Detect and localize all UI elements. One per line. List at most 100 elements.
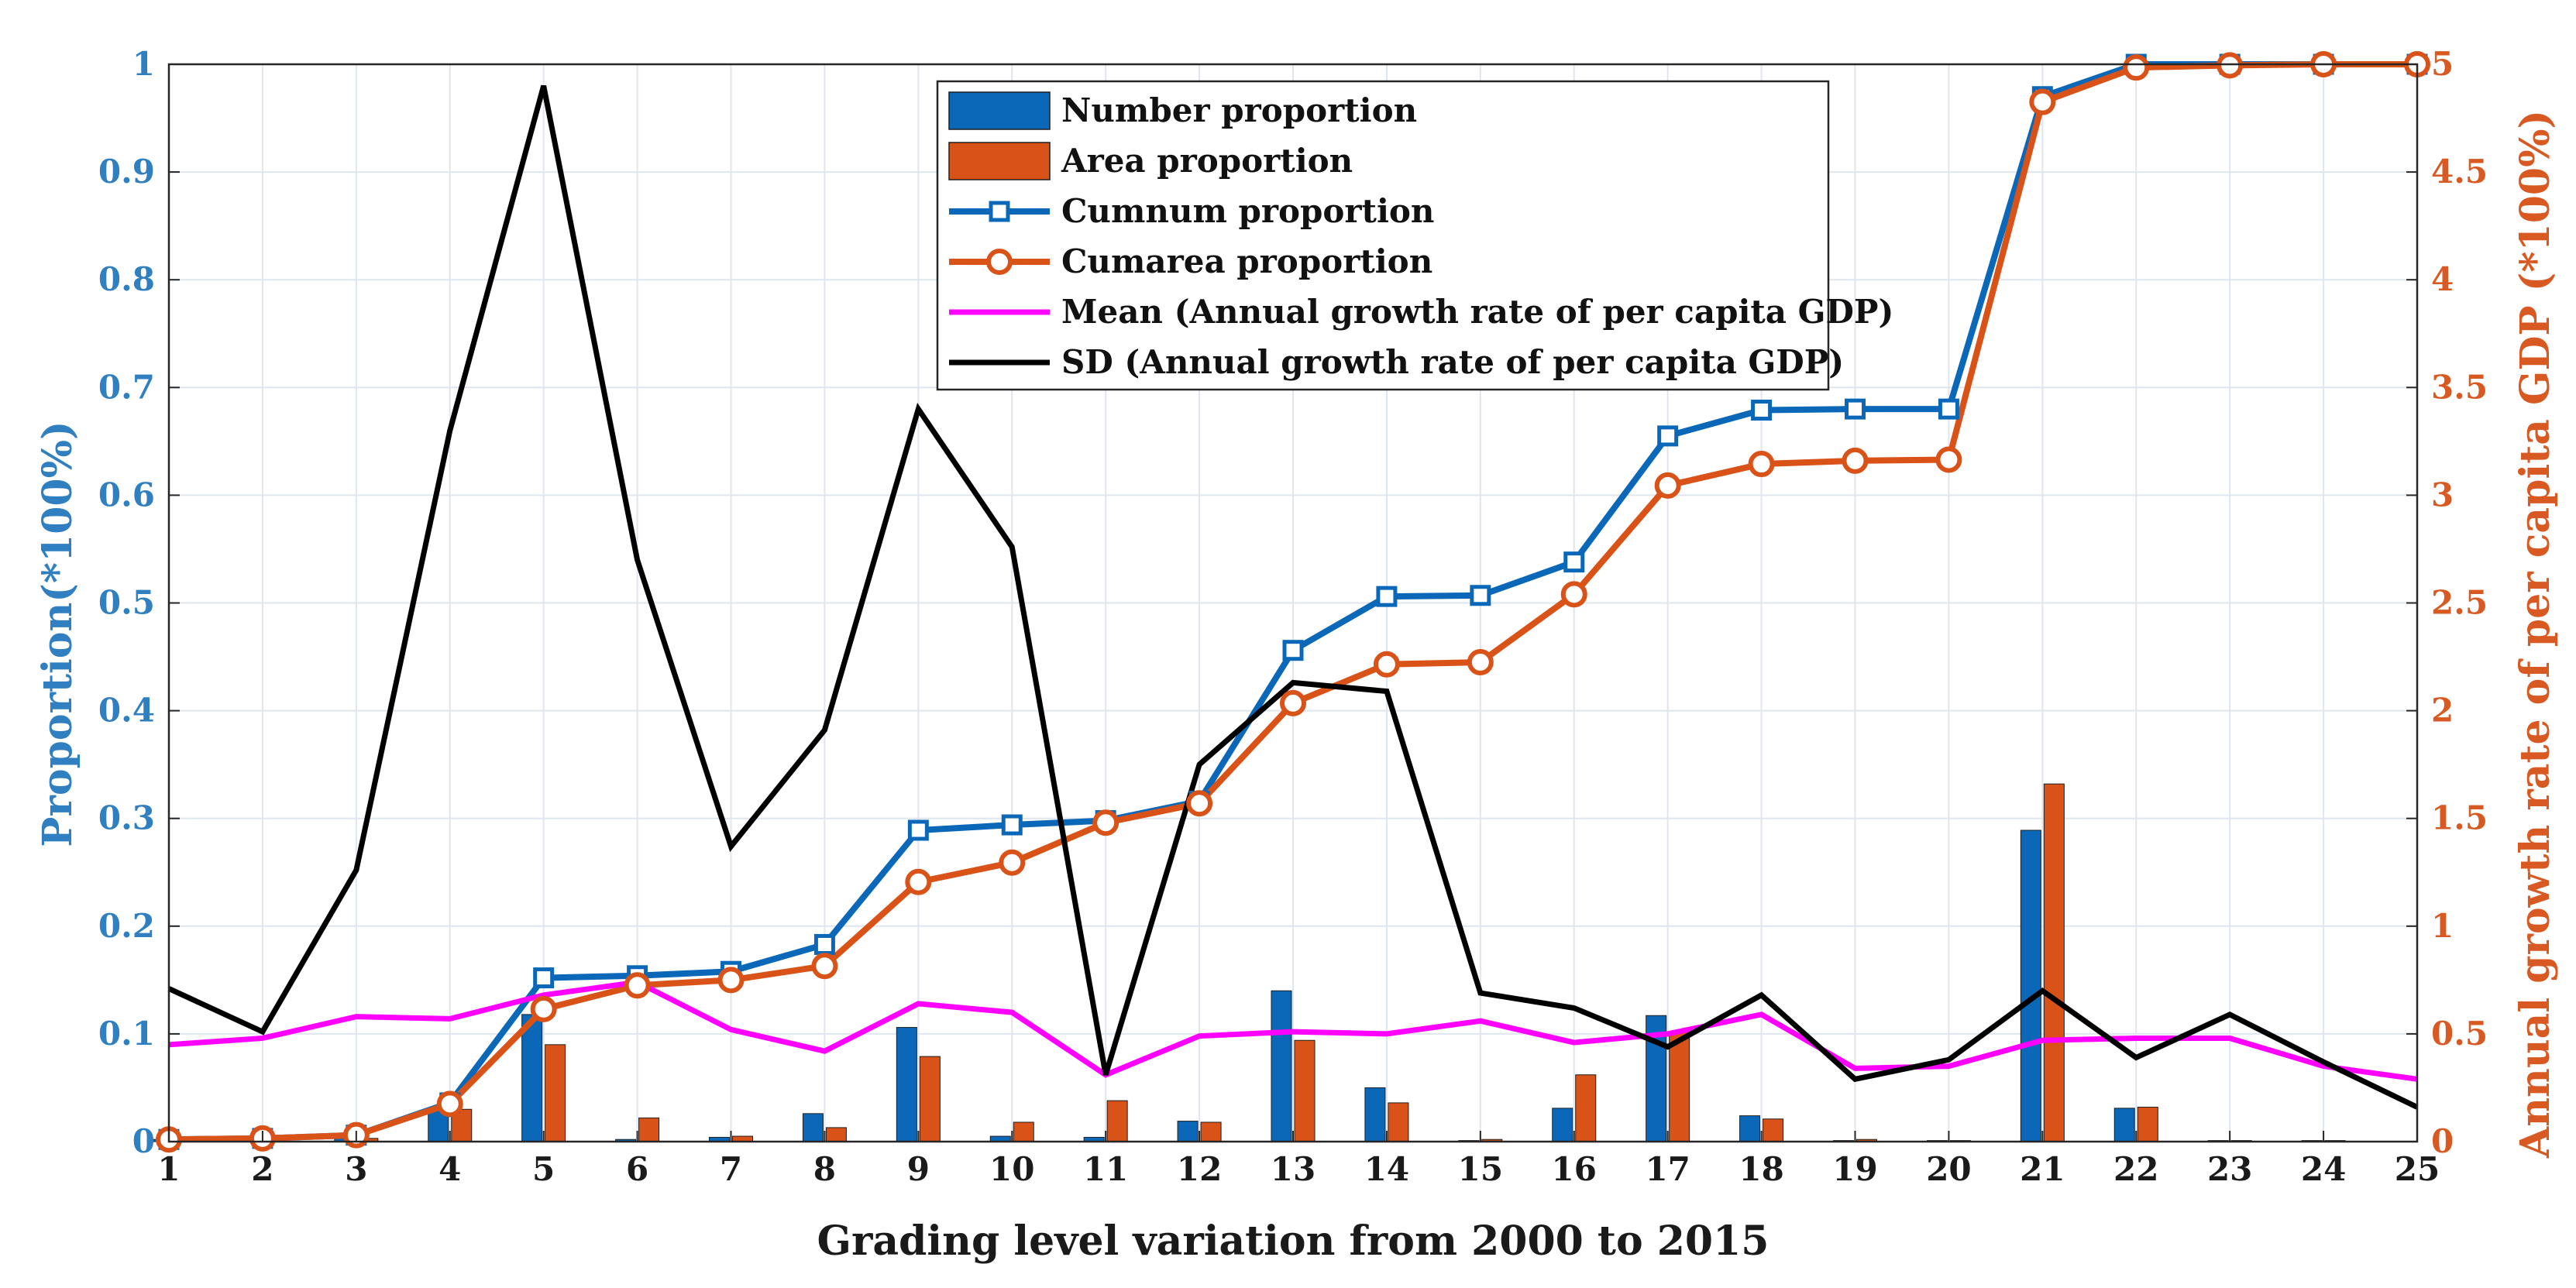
y-right-tick-label: 0.5 [2431, 1015, 2488, 1053]
marker-cumarea-proportion [2217, 52, 2244, 79]
legend-label-cumnum-proportion: Cumnum proportion [1061, 192, 1434, 230]
y-right-tick-label: 1 [2431, 907, 2454, 945]
bar-number-proportion [1552, 1108, 1573, 1142]
x-tick-label: 24 [2301, 1150, 2346, 1188]
bar-number-proportion [1177, 1121, 1199, 1142]
x-tick-label: 9 [907, 1150, 930, 1188]
x-tick-label: 21 [2020, 1150, 2065, 1188]
marker-cumarea-proportion [1842, 447, 1869, 474]
x-tick-label: 20 [1926, 1150, 1971, 1188]
marker-cumarea-proportion [1467, 649, 1494, 676]
series-markers [156, 51, 2430, 1153]
legend-label-cumarea-proportion: Cumarea proportion [1061, 242, 1432, 280]
y-right-tick-label: 3.5 [2431, 368, 2488, 406]
marker-cumnum-proportion [533, 967, 555, 989]
bar-number-proportion [1364, 1087, 1386, 1142]
marker-cumnum-proportion [1751, 400, 1773, 421]
x-tick-label: 17 [1645, 1150, 1690, 1188]
y-axis-left-label: Proportion(*100%) [34, 421, 81, 847]
legend-swatch-number-proportion [948, 91, 1051, 130]
legend-swatch-area-proportion [948, 142, 1051, 180]
legend-label-mean: Mean (Annual growth rate of per capita G… [1061, 293, 1893, 331]
marker-cumnum-proportion [813, 933, 835, 955]
marker-cumnum-proportion [1938, 398, 1959, 420]
y-left-tick-label: 0.4 [98, 692, 155, 730]
marker-cumarea-proportion [999, 849, 1026, 876]
x-tick-label: 22 [2113, 1150, 2158, 1188]
bar-number-proportion [2113, 1108, 2135, 1142]
bar-area-proportion [2137, 1106, 2158, 1142]
bar-number-proportion [1271, 990, 1292, 1142]
marker-cumarea-proportion [2123, 54, 2150, 81]
marker-cumnum-proportion [1470, 585, 1491, 606]
x-tick-label: 12 [1177, 1150, 1222, 1188]
marker-cumnum-proportion [1376, 586, 1398, 607]
x-tick-label: 5 [532, 1150, 555, 1188]
x-tick-label: 4 [439, 1150, 461, 1188]
marker-cumarea-proportion [811, 953, 838, 980]
x-tick-label: 18 [1739, 1150, 1783, 1188]
bar-area-proportion [1200, 1121, 1222, 1142]
bar-area-proportion [545, 1044, 566, 1142]
legend-label-area-proportion: Area proportion [1061, 142, 1353, 180]
y-right-tick-label: 0 [2431, 1122, 2454, 1160]
marker-cumnum-proportion [1657, 425, 1679, 447]
legend-marker-cumnum-proportion [989, 201, 1010, 222]
y-right-tick-label: 2 [2431, 692, 2454, 730]
legend-label-sd: SD (Annual growth rate of per capita GDP… [1061, 343, 1844, 381]
x-tick-label: 13 [1271, 1150, 1316, 1188]
marker-cumarea-proportion [1560, 581, 1587, 608]
x-tick-label: 2 [251, 1150, 273, 1188]
marker-cumnum-proportion [1001, 814, 1023, 836]
y-right-tick-label: 4 [2431, 260, 2454, 298]
x-tick-label: 11 [1083, 1150, 1128, 1188]
marker-cumarea-proportion [1092, 809, 1119, 836]
x-tick-label: 6 [626, 1150, 648, 1188]
x-tick-label: 23 [2207, 1150, 2252, 1188]
marker-cumarea-proportion [1373, 651, 1400, 678]
bar-area-proportion [1763, 1118, 1784, 1142]
x-tick-label: 15 [1458, 1150, 1503, 1188]
bar-area-proportion [1575, 1074, 1597, 1142]
y-left-tick-label: 0 [132, 1122, 155, 1160]
line-sd [167, 84, 2419, 1110]
bar-area-proportion [825, 1127, 847, 1142]
marker-cumarea-proportion [1654, 472, 1681, 499]
legend-label-number-proportion: Number proportion [1061, 91, 1417, 129]
x-tick-label: 16 [1552, 1150, 1597, 1188]
marker-cumarea-proportion [717, 967, 745, 994]
marker-cumnum-proportion [1845, 398, 1866, 420]
bar-area-proportion [919, 1056, 941, 1142]
y-left-tick-label: 0.6 [98, 476, 155, 513]
y-left-tick-label: 0.1 [98, 1015, 155, 1053]
bar-number-proportion [1739, 1115, 1761, 1142]
marker-cumarea-proportion [1935, 446, 1962, 473]
bar-area-proportion [1013, 1121, 1034, 1142]
x-tick-label: 3 [345, 1150, 367, 1188]
y-left-tick-label: 0.5 [98, 584, 155, 622]
x-tick-label: 19 [1832, 1150, 1877, 1188]
marker-cumnum-proportion [1282, 640, 1304, 661]
y-left-tick-label: 0.7 [98, 368, 155, 406]
legend-box [936, 80, 1830, 391]
ticks: 1 2 3 4 5 6 7 8 9 10 11 12 13 14 15 16 17 18 19 20 21 22 23 24 2… [98, 45, 2488, 1188]
marker-cumarea-proportion [1186, 790, 1213, 817]
x-tick-label: 1 [157, 1150, 180, 1188]
x-tick-label: 25 [2395, 1150, 2440, 1188]
y-right-tick-label: 5 [2431, 45, 2454, 83]
y-left-tick-label: 1 [132, 45, 155, 83]
x-tick-label: 7 [720, 1150, 742, 1188]
bar-number-proportion [802, 1113, 824, 1142]
y-axis-right-label: Annual growth rate of per capita GDP (*1… [2512, 110, 2559, 1159]
marker-cumarea-proportion [624, 972, 651, 999]
legend-marker-cumarea-proportion [986, 249, 1013, 275]
bar-area-proportion [1669, 1031, 1690, 1142]
x-axis-label: Grading level variation from 2000 to 201… [817, 1218, 1769, 1265]
y-left-tick-label: 0.8 [98, 260, 155, 298]
bar-number-proportion [896, 1027, 917, 1142]
x-tick-label: 10 [989, 1150, 1034, 1188]
line-mean [168, 979, 2418, 1082]
y-left-tick-label: 0.3 [98, 799, 155, 837]
marker-cumarea-proportion [905, 868, 932, 895]
